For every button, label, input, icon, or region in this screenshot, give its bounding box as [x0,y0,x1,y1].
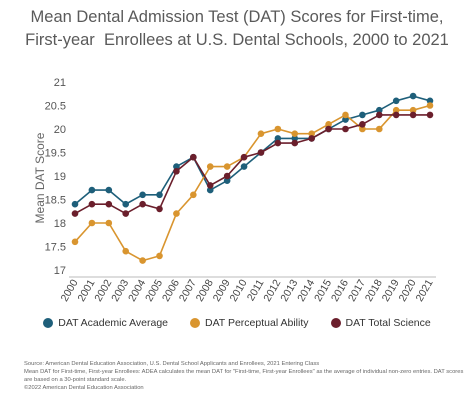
point-perceptual-2019 [392,106,400,114]
y-tick-label-8: 21 [54,77,66,89]
point-total-science-2011 [257,149,265,156]
source-notes: Source: American Dental Education Associ… [24,360,464,392]
y-tick-label-0: 17 [54,265,66,277]
point-total-science-2003 [122,210,130,217]
point-academic-2003 [122,200,130,208]
y-tick-label-1: 17.5 [45,242,66,254]
point-perceptual-2007 [190,191,197,199]
point-total-science-2005 [156,205,163,213]
point-academic-2001 [88,186,96,194]
legend-marker-academic [43,318,54,328]
point-academic-2018 [375,106,383,114]
chart-title-line-2: First-year Enrollees at U.S. Dental Scho… [25,31,449,49]
point-perceptual-2013 [291,130,299,137]
x-tick-label-2010: 2010 [228,277,250,303]
legend-marker-perceptual [190,318,200,328]
point-perceptual-2012 [274,125,282,133]
legend-label-perceptual: DAT Perceptual Ability [205,317,309,329]
method-note: Mean DAT for First-time, First-year Enro… [24,369,464,383]
point-total-science-2012 [274,139,282,147]
point-academic-2017 [359,111,366,119]
legend-marker-total-science [330,318,341,328]
point-perceptual-2005 [156,252,163,260]
point-perceptual-2004 [139,257,146,264]
point-total-science-2004 [139,200,146,208]
point-academic-2016 [342,116,349,123]
copyright-note: ©2022 American Dental Education Associat… [24,385,144,391]
point-total-science-2006 [173,168,180,175]
point-academic-2006 [173,163,180,170]
legend-item-academic: DAT Academic Average [43,317,168,329]
source-note: Source: American Dental Education Associ… [24,361,320,367]
y-axis-label: Mean DAT Score [33,132,47,223]
point-perceptual-2021 [426,102,434,109]
point-total-science-2017 [359,121,366,128]
line-chart: 1717.51818.51919.52020.52120002001200220… [33,77,436,304]
point-perceptual-2018 [375,125,383,133]
point-academic-2005 [156,191,163,199]
point-perceptual-2014 [308,130,315,137]
point-academic-2021 [426,97,434,105]
legend-label-academic: DAT Academic Average [58,317,168,329]
point-academic-2012 [274,135,282,142]
point-total-science-2021 [426,111,434,119]
y-tick-label-6: 20 [54,124,66,136]
point-perceptual-2000 [71,238,79,246]
point-academic-2002 [105,186,113,194]
point-total-science-2009 [223,172,231,180]
chart-title-line-1: Mean Dental Admission Test (DAT) Scores … [30,8,444,26]
point-perceptual-2006 [173,210,180,217]
point-total-science-2013 [291,139,299,147]
series-lines [71,92,434,264]
point-total-science-2010 [240,153,248,161]
point-perceptual-2003 [122,247,130,255]
point-perceptual-2017 [359,125,366,133]
chart-title: Mean Dental Admission Test (DAT) Scores … [0,6,474,52]
point-total-science-2002 [105,200,113,208]
point-perceptual-2020 [409,106,417,114]
point-perceptual-2002 [105,219,113,227]
series-line-perceptual [74,104,431,262]
point-total-science-2001 [88,200,96,208]
point-total-science-2015 [325,125,332,133]
point-academic-2004 [139,191,146,199]
point-perceptual-2009 [223,163,231,170]
x-tick-label-2021: 2021 [414,277,436,303]
point-total-science-2008 [206,182,214,189]
legend-label-total-science: DAT Total Science [345,317,431,329]
point-academic-2019 [392,97,400,105]
point-perceptual-2001 [88,219,96,227]
y-tick-label-4: 19 [54,171,66,183]
point-perceptual-2011 [257,130,265,137]
point-total-science-2016 [342,125,349,133]
point-academic-2009 [223,177,231,184]
point-academic-2010 [240,163,248,170]
y-tick-label-7: 20.5 [45,101,66,113]
point-perceptual-2016 [342,111,349,119]
series-line-total-science [74,114,430,215]
point-total-science-2019 [392,111,400,119]
series-line-academic [74,95,431,205]
y-tick-label-2: 18 [54,218,66,230]
point-total-science-2000 [71,210,79,217]
point-total-science-2020 [409,111,417,119]
point-total-science-2007 [190,153,197,161]
y-tick-label-5: 19.5 [45,148,66,160]
point-academic-2000 [71,200,79,208]
point-total-science-2018 [375,111,383,119]
point-academic-2020 [409,92,417,100]
legend: DAT Academic Average DAT Perceptual Abil… [0,317,474,329]
point-perceptual-2015 [325,121,332,128]
legend-item-total-science: DAT Total Science [330,317,431,329]
y-tick-label-3: 18.5 [45,195,66,207]
point-perceptual-2008 [206,163,214,170]
legend-item-perceptual: DAT Perceptual Ability [190,317,309,329]
point-total-science-2014 [308,135,315,142]
point-academic-2008 [206,186,214,194]
point-academic-2013 [291,135,299,142]
